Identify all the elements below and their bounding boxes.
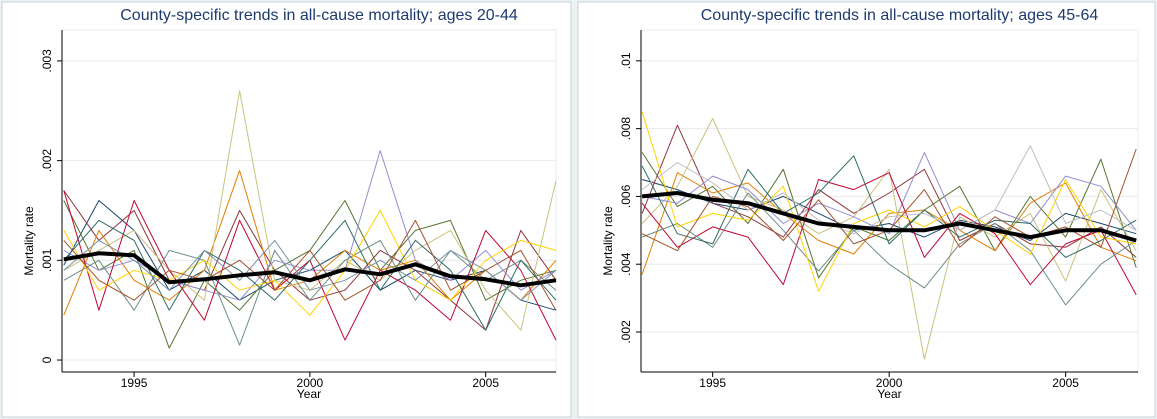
y-tick-label: .008 xyxy=(619,117,633,141)
series-line xyxy=(641,172,1137,295)
x-axis-label: Year xyxy=(877,387,901,401)
series-line xyxy=(641,155,1137,258)
mean-line xyxy=(63,251,557,288)
y-tick-label: 0 xyxy=(40,356,54,363)
series-line xyxy=(641,145,1137,235)
y-tick-label: .006 xyxy=(619,184,633,208)
y-tick-label: .002 xyxy=(619,320,633,344)
chart-title: County-specific trends in all-cause mort… xyxy=(701,7,1099,24)
y-axis-label: Mortality rate xyxy=(601,206,615,276)
series-line xyxy=(641,111,1137,292)
x-axis-label: Year xyxy=(297,387,321,401)
x-tick-label: 2005 xyxy=(1052,376,1079,390)
series-line xyxy=(641,172,1137,275)
mean-line xyxy=(641,191,1137,243)
y-axis-label: Mortality rate xyxy=(22,206,36,276)
series-line xyxy=(641,192,1137,306)
series-line xyxy=(63,239,557,301)
series-line xyxy=(641,179,1137,241)
plot-area xyxy=(61,29,557,373)
series-line xyxy=(63,210,557,316)
y-tick-label: .01 xyxy=(619,52,633,69)
y-tick-label: .002 xyxy=(40,149,54,173)
chart-title: County-specific trends in all-cause mort… xyxy=(120,7,518,24)
x-tick-label: 2000 xyxy=(876,376,903,390)
y-tick-label: .001 xyxy=(40,248,54,272)
x-tick-label: 2005 xyxy=(472,376,499,390)
x-tick-label: 1995 xyxy=(121,376,148,390)
series-line xyxy=(641,118,1137,360)
x-tick-label: 2000 xyxy=(297,376,324,390)
x-tick-label: 1995 xyxy=(699,376,726,390)
y-tick-label: .003 xyxy=(40,49,54,73)
series-line xyxy=(642,151,1137,235)
series-line xyxy=(641,152,1137,279)
y-tick-label: .004 xyxy=(619,252,633,276)
